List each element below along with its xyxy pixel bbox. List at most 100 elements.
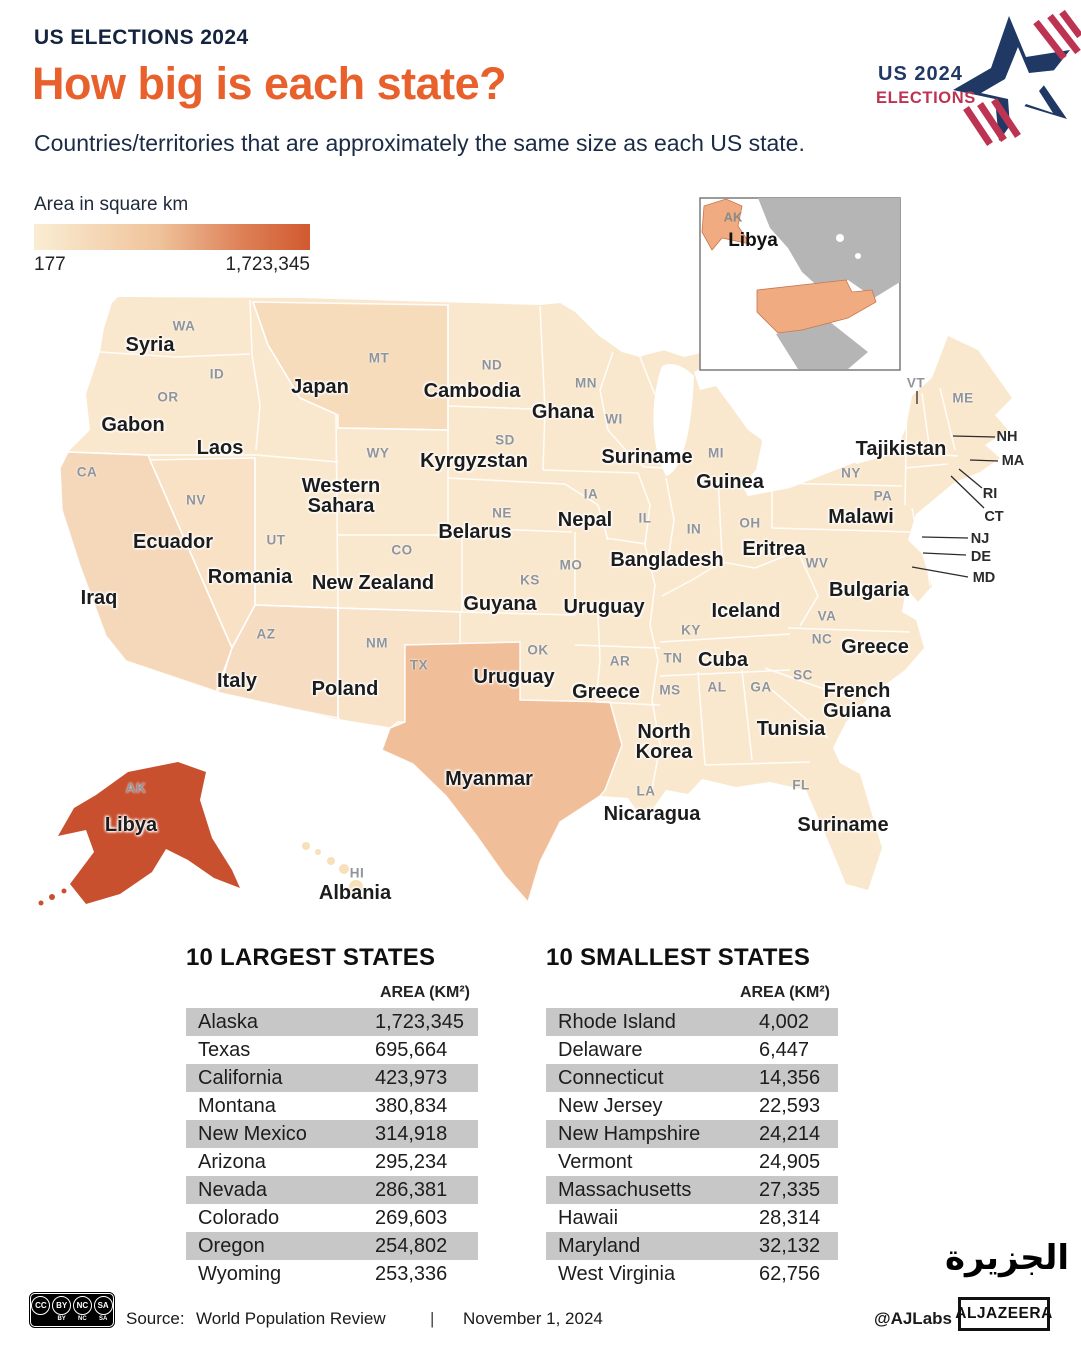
table-row: Hawaii 28,314 xyxy=(546,1204,838,1232)
area-value-cell: 4,002 xyxy=(759,1010,810,1033)
map-state-abbr: FL xyxy=(792,777,810,793)
map-country-label: Italy xyxy=(216,670,258,692)
state-name-cell: Connecticut xyxy=(558,1066,664,1089)
largest-area-column-header: AREA (KM²) xyxy=(379,984,470,1001)
area-value-cell: 6,447 xyxy=(759,1038,810,1061)
map-callout-label: CT xyxy=(984,509,1004,525)
cc-icon: NC NC xyxy=(72,1296,93,1322)
table-row: Texas 695,664 xyxy=(186,1036,478,1064)
area-value-cell: 286,381 xyxy=(375,1178,448,1201)
table-row: Nevada 286,381 xyxy=(186,1176,478,1204)
map-country-label: Western Sahara xyxy=(301,475,381,517)
legend-gradient-bar xyxy=(34,224,310,250)
map-state-abbr: WI xyxy=(605,411,623,427)
cc-license-badge: CC BY BY NC NC SA SA xyxy=(29,1292,115,1328)
map-state-abbr: PA xyxy=(873,488,893,504)
area-value-cell: 314,918 xyxy=(375,1122,448,1145)
map-state-abbr: GA xyxy=(750,679,772,695)
state-name-cell: New Hampshire xyxy=(558,1122,701,1145)
map-country-label: Myanmar xyxy=(445,768,533,790)
table-row: Connecticut 14,356 xyxy=(546,1064,838,1092)
map-state-abbr: CO xyxy=(391,542,413,558)
map-state-abbr: WV xyxy=(805,555,829,571)
map-state-abbr: UT xyxy=(266,532,286,548)
cc-icon: BY BY xyxy=(52,1296,72,1322)
smallest-states-table: 10 SMALLEST STATES AREA (KM²) Rhode Isla… xyxy=(546,944,838,1288)
map-state-abbr: OH xyxy=(739,515,761,531)
map-state-abbr: LA xyxy=(636,783,656,799)
state-fill-new-mexico xyxy=(337,607,461,729)
state-name-cell: New Mexico xyxy=(198,1122,307,1145)
map-state-abbr: VT xyxy=(906,375,926,391)
map-state-abbr: ME xyxy=(952,390,974,406)
map-state-abbr: WY xyxy=(366,445,390,461)
table-row: Massachusetts 27,335 xyxy=(546,1176,838,1204)
map-callout-label: NH xyxy=(996,429,1018,445)
cc-icon-circle: CC xyxy=(31,1296,51,1315)
source-label: Source: xyxy=(126,1309,185,1328)
area-value-cell: 423,973 xyxy=(375,1066,448,1089)
state-fill-texas xyxy=(381,641,623,904)
map-state-abbr: TX xyxy=(409,657,429,673)
area-value-cell: 22,593 xyxy=(759,1094,821,1117)
cc-icon-sub: BY xyxy=(57,1316,66,1322)
map-country-label: Ecuador xyxy=(132,531,214,553)
map-country-label: Tajikistan xyxy=(855,438,947,460)
table-row: Maryland 32,132 xyxy=(546,1232,838,1260)
area-value-cell: 32,132 xyxy=(759,1234,821,1257)
cc-icon: SA SA xyxy=(93,1296,113,1322)
map-country-label: Belarus xyxy=(438,521,512,543)
state-name-cell: Maryland xyxy=(558,1234,641,1257)
table-row: Rhode Island 4,002 xyxy=(546,1008,838,1036)
legend-min-value: 177 xyxy=(34,254,66,275)
map-state-abbr: VA xyxy=(817,608,837,624)
map-state-abbr: IN xyxy=(686,521,702,537)
area-value-cell: 24,905 xyxy=(759,1150,821,1173)
map-state-abbr: IA xyxy=(583,486,599,502)
map-country-label: Libya xyxy=(104,814,158,836)
map-state-abbr: MN xyxy=(575,375,597,391)
map-state-abbr: SC xyxy=(793,667,813,683)
footer-divider: | xyxy=(430,1309,435,1328)
map-country-label: Nicaragua xyxy=(603,803,701,825)
table-row: Colorado 269,603 xyxy=(186,1204,478,1232)
state-name-cell: Texas xyxy=(198,1038,251,1061)
page-subtitle: Countries/territories that are approxima… xyxy=(34,130,805,156)
logo-us-2024: US 2024 xyxy=(878,63,963,85)
area-value-cell: 295,234 xyxy=(375,1150,448,1173)
state-name-cell: Wyoming xyxy=(198,1262,282,1285)
state-name-cell: New Jersey xyxy=(558,1094,663,1117)
map-state-abbr: KY xyxy=(681,622,701,638)
table-row: New Mexico 314,918 xyxy=(186,1120,478,1148)
callout-lines xyxy=(911,391,999,578)
area-value-cell: 254,802 xyxy=(375,1234,448,1257)
state-name-cell: Rhode Island xyxy=(558,1010,676,1033)
aljazeera-flame-logo: الجزيرة xyxy=(944,1238,1070,1278)
map-state-abbr: NY xyxy=(841,465,861,481)
table-row: New Hampshire 24,214 xyxy=(546,1120,838,1148)
cc-icon-circle: BY xyxy=(52,1296,72,1315)
map-state-abbr: OK xyxy=(527,642,549,658)
state-name-cell: California xyxy=(198,1066,283,1089)
state-name-cell: Oregon xyxy=(198,1234,265,1257)
map-country-label: Greece xyxy=(572,681,640,703)
largest-states-table: 10 LARGEST STATES AREA (KM²) Alaska 1,723… xyxy=(186,944,478,1288)
map-country-label: North Korea xyxy=(635,721,693,763)
map-state-abbr: ID xyxy=(209,366,225,382)
cc-icon-circle: NC xyxy=(72,1296,92,1315)
map-country-label: Japan xyxy=(291,376,349,398)
logo-elections: ELECTIONS xyxy=(876,89,976,107)
page-kicker: US ELECTIONS 2024 xyxy=(34,26,249,49)
state-name-cell: West Virginia xyxy=(558,1262,676,1285)
state-name-cell: Vermont xyxy=(558,1150,633,1173)
area-value-cell: 14,356 xyxy=(759,1066,821,1089)
map-state-abbr: MS xyxy=(659,682,681,698)
table-row: Wyoming 253,336 xyxy=(186,1260,478,1288)
map-callout-label: MA xyxy=(1001,453,1025,469)
map-state-abbr: AR xyxy=(609,653,631,669)
map-callout-label: NJ xyxy=(970,531,990,547)
hawaii-shape xyxy=(302,842,363,894)
ajlabs-credit: @AJLabs xyxy=(874,1309,952,1328)
